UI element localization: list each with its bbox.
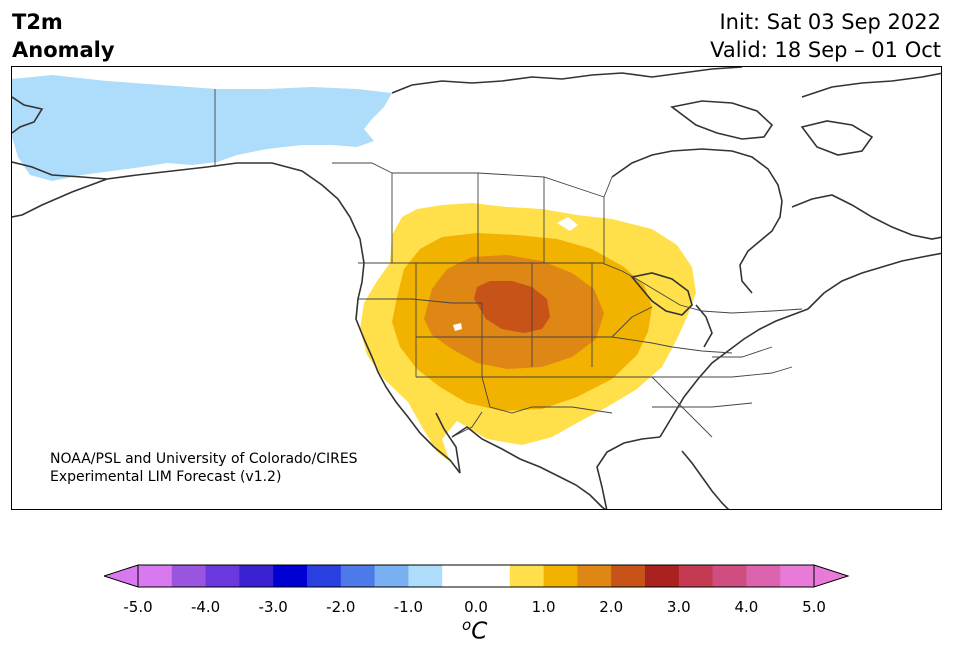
colorbar-ticks: -5.0 -4.0 -3.0 -2.0 -1.0 0.0 1.0 2.0 3.0 4.0 5.0	[0, 598, 953, 618]
colorbar-swatch	[509, 565, 545, 587]
colorbar-swatch	[340, 565, 376, 587]
map-canvas	[12, 67, 941, 509]
colorbar-swatch	[442, 565, 477, 587]
political-borders	[214, 89, 803, 438]
colorbar-swatch	[171, 565, 207, 587]
colorbar-swatch	[205, 565, 240, 587]
colorbar-swatch	[239, 565, 274, 587]
anomaly-map: NOAA/PSL and University of Colorado/CIRE…	[11, 66, 942, 510]
colorbar-under-arrow	[102, 564, 139, 588]
colorbar-tick-label: -5.0	[123, 598, 153, 616]
credit-line-2: Experimental LIM Forecast (v1.2)	[50, 469, 282, 485]
credit-text: NOAA/PSL and University of Colorado/CIRE…	[50, 450, 358, 486]
map-title: T2m Anomaly	[12, 8, 115, 64]
colorbar-swatch	[273, 565, 308, 587]
colorbar-swatch	[712, 565, 747, 587]
colorbar-swatch	[138, 565, 173, 587]
colorbar-tick-label: 4.0	[734, 598, 759, 616]
title-line-1: T2m	[12, 10, 63, 34]
warm-anomaly-4c	[474, 281, 550, 333]
colorbar-swatches	[102, 564, 850, 588]
colorbar-swatch	[780, 565, 815, 587]
colorbar-tick-label: 1.0	[531, 598, 556, 616]
colorbar-swatch	[577, 565, 612, 587]
colorbar-tick-label: 5.0	[802, 598, 826, 616]
unit-letter: C	[471, 618, 488, 645]
colorbar-swatch	[408, 565, 443, 587]
colorbar-unit: oC	[462, 616, 487, 645]
colorbar-tick-label: -2.0	[326, 598, 356, 616]
colorbar-swatch	[543, 565, 578, 587]
colorbar-swatch	[307, 565, 342, 587]
colorbar-over-arrow	[813, 564, 850, 588]
colorbar-swatch	[611, 565, 646, 587]
colorbar-swatch	[374, 565, 409, 587]
colorbar-tick-label: 0.0	[464, 598, 488, 616]
colorbar-swatch	[476, 565, 511, 587]
cool-anomaly-region	[12, 75, 392, 181]
colorbar-swatch	[746, 565, 781, 587]
colorbar-tick-label: -4.0	[190, 598, 221, 616]
valid-range: Valid: 18 Sep – 01 Oct	[710, 38, 941, 62]
colorbar	[102, 563, 850, 593]
colorbar-swatch	[645, 565, 680, 587]
colorbar-swatch	[678, 565, 714, 587]
init-date: Init: Sat 03 Sep 2022	[719, 10, 941, 34]
forecast-dates: Init: Sat 03 Sep 2022 Valid: 18 Sep – 01…	[710, 8, 941, 64]
title-line-2: Anomaly	[12, 38, 115, 62]
credit-line-1: NOAA/PSL and University of Colorado/CIRE…	[50, 451, 358, 467]
colorbar-frame	[137, 564, 815, 588]
colorbar-tick-label: -3.0	[258, 598, 288, 616]
colorbar-tick-label: 2.0	[599, 598, 624, 616]
colorbar-tick-label: -1.0	[393, 598, 424, 616]
colorbar-tick-label: 3.0	[666, 598, 691, 616]
unit-superscript: o	[462, 616, 472, 634]
